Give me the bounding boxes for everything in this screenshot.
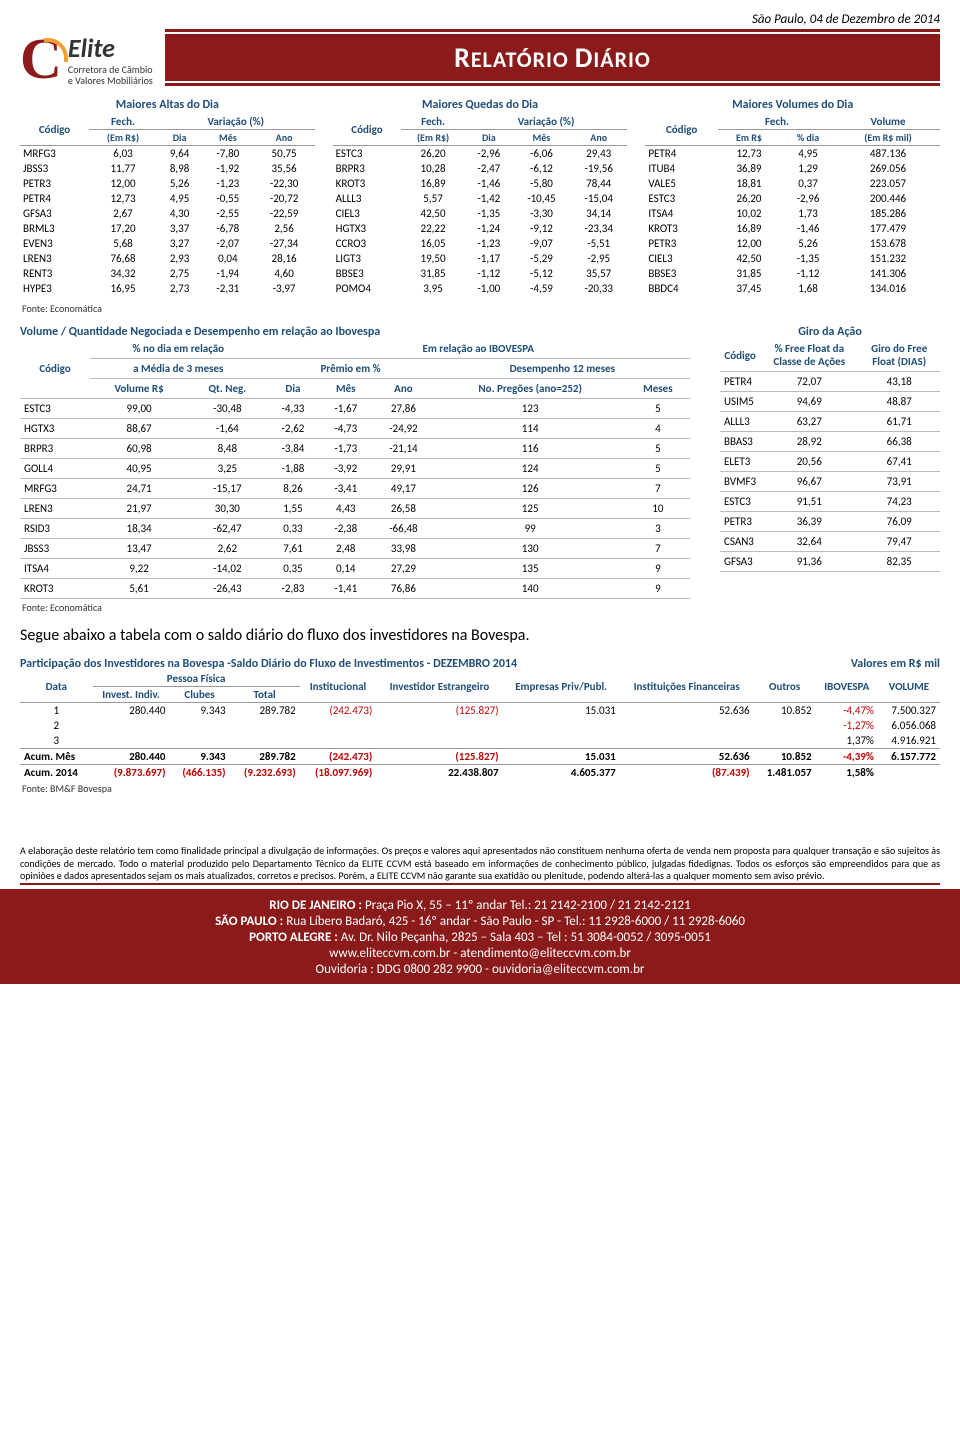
table-row: JBSS311,778,98-1,9235,56 <box>20 161 315 176</box>
table-row: BBDC437,451,68134.016 <box>645 281 940 296</box>
source-bmf: Fonte: BM&F Bovespa <box>22 782 940 795</box>
footer: RIO DE JANEIRO : Praça Pio X, 55 – 11º a… <box>0 889 960 984</box>
table-row: HGTX388,67-1,64-2,62-4,73-24,921144 <box>20 419 690 439</box>
table-row: EVEN35,683,27-2,07-27,34 <box>20 236 315 251</box>
table-row: BRPR360,988,48-3,84-1,73-21,141165 <box>20 439 690 459</box>
table-row: JBSS313,472,627,612,4833,981307 <box>20 539 690 559</box>
report-title: RELATÓRIO DIÁRIO <box>165 34 940 81</box>
quedas-table: CódigoFech.Variação (%) (Em R$)DiaMêsAno… <box>333 114 628 296</box>
logo-sub2: e Valores Mobiliários <box>68 75 153 86</box>
table-row: ESTC326,20-2,96200.446 <box>645 191 940 206</box>
table-row: MRFG324,71-15,178,26-3,4149,171267 <box>20 479 690 499</box>
table-row: CCRO316,05-1,23-9,07-5,51 <box>333 236 628 251</box>
table-row: KROT35,61-26,43-2,83-1,4176,861409 <box>20 579 690 599</box>
table-row: BBSE331,85-1,12-5,1235,57 <box>333 266 628 281</box>
altas-title: Maiores Altas do Dia <box>20 98 315 112</box>
table-row: PETR336,3976,09 <box>720 512 940 532</box>
logo: C Elite Corretora de Câmbio e Valores Mo… <box>20 30 153 88</box>
table-row: GFSA391,3682,35 <box>720 552 940 572</box>
table-row: CSAN332,6479,47 <box>720 532 940 552</box>
table-row: 1280.4409.343289.782(242.473)(125.827)15… <box>20 703 940 719</box>
table-row: LREN321,9730,301,554,4326,5812510 <box>20 499 690 519</box>
table-row: LREN376,682,930,0428,16 <box>20 251 315 266</box>
table-row: ESTC391,5174,23 <box>720 492 940 512</box>
table-row: BRPR310,28-2,47-6,12-19,56 <box>333 161 628 176</box>
table-row: PETR312,005,26-1,23-22,30 <box>20 176 315 191</box>
vq-title: Volume / Quantidade Negociada e Desempen… <box>20 325 690 339</box>
table-row: ELET320,5667,41 <box>720 452 940 472</box>
table-row: VALE518,810,37223.057 <box>645 176 940 191</box>
table-row: PETR412,734,95487.136 <box>645 146 940 162</box>
table-row: POMO43,95-1,00-4,59-20,33 <box>333 281 628 296</box>
footer-rio: RIO DE JANEIRO : Praça Pio X, 55 – 11º a… <box>8 898 952 913</box>
table-row: BRML317,203,37-6,782,56 <box>20 221 315 236</box>
table-row: GOLL440,953,25-1,88-3,9229,911245 <box>20 459 690 479</box>
table-row-acum: Acum. 2014(9.873.697)(466.135)(9.232.693… <box>20 765 940 781</box>
part-title: Participação dos Investidores na Bovespa… <box>20 657 517 671</box>
table-row: 2-1,27%6.056.068 <box>20 718 940 733</box>
table-row: MRFG36,039,64-7,8050,75 <box>20 146 315 162</box>
source-2: Fonte: Economática <box>22 601 940 614</box>
table-row: PETR312,005,26153.678 <box>645 236 940 251</box>
quedas-title: Maiores Quedas do Dia <box>333 98 628 112</box>
table-row: KROT316,89-1,46177.479 <box>645 221 940 236</box>
disclaimer: A elaboração deste relatório tem como fi… <box>20 845 940 883</box>
table-row: CIEL342,50-1,35-3,3034,14 <box>333 206 628 221</box>
table-row: USIM594,6948,87 <box>720 392 940 412</box>
table-row: RSID318,34-62,470,33-2,38-66,48993 <box>20 519 690 539</box>
table-row: 31,37%4.916.921 <box>20 733 940 749</box>
table-row: LIGT319,50-1,17-5,29-2,95 <box>333 251 628 266</box>
footer-sp: SÃO PAULO : Rua Líbero Badaró, 425 - 16º… <box>8 914 952 929</box>
table-row: ITSA49,22-14,020,350,1427,291359 <box>20 559 690 579</box>
intro-text: Segue abaixo a tabela com o saldo diário… <box>20 626 940 645</box>
header-date: São Paulo, 04 de Dezembro de 2014 <box>20 8 940 29</box>
table-row: KROT316,89-1,46-5,8078,44 <box>333 176 628 191</box>
table-row: RENT334,322,75-1,944,60 <box>20 266 315 281</box>
table-row: ESTC326,20-2,96-6,0629,43 <box>333 146 628 162</box>
source-1: Fonte: Economática <box>22 302 940 315</box>
logo-icon: C <box>20 30 62 88</box>
footer-web: www.eliteccvm.com.br - atendimento@elite… <box>8 946 952 961</box>
altas-table: CódigoFech.Variação (%) (Em R$)DiaMêsAno… <box>20 114 315 296</box>
table-row: HYPE316,952,73-2,31-3,97 <box>20 281 315 296</box>
giro-title: Giro da Ação <box>720 325 940 339</box>
table-row: PETR412,734,95-0,55-20,72 <box>20 191 315 206</box>
table-row: ITUB436,891,29269.056 <box>645 161 940 176</box>
logo-sub1: Corretora de Câmbio <box>68 64 153 75</box>
table-row: ALLL363,2761,71 <box>720 412 940 432</box>
table-row: GFSA32,674,30-2,55-22,59 <box>20 206 315 221</box>
table-row-acum: Acum. Mês280.4409.343289.782(242.473)(12… <box>20 749 940 765</box>
vq-table: Código % no dia em relação Em relação ao… <box>20 339 690 599</box>
header-row: C Elite Corretora de Câmbio e Valores Mo… <box>20 29 940 88</box>
volumes-table: CódigoFech.Volume Em R$% dia(Em R$ mil) … <box>645 114 940 296</box>
giro-table: Código% Free Float da Classe de AçõesGir… <box>720 339 940 572</box>
table-row: HGTX322,22-1,24-9,12-23,34 <box>333 221 628 236</box>
table-row: BBAS328,9266,38 <box>720 432 940 452</box>
table-row: ESTC399,00-30,48-4,33-1,6727,861235 <box>20 399 690 419</box>
volumes-title: Maiores Volumes do Dia <box>645 98 940 112</box>
table-row: BBSE331,85-1,12141.306 <box>645 266 940 281</box>
table-row: PETR472,0743,18 <box>720 372 940 392</box>
valores-label: Valores em R$ mil <box>851 657 940 671</box>
logo-name: Elite <box>68 32 153 64</box>
fluxo-table: Data Pessoa Física Institucional Investi… <box>20 671 940 780</box>
table-row: ITSA410,021,73185.286 <box>645 206 940 221</box>
footer-poa: PORTO ALEGRE : Av. Dr. Nilo Peçanha, 282… <box>8 930 952 945</box>
table-row: CIEL342,50-1,35151.232 <box>645 251 940 266</box>
table-row: BVMF396,6773,91 <box>720 472 940 492</box>
footer-ouv: Ouvidoria : DDG 0800 282 9900 - ouvidori… <box>8 962 952 977</box>
table-row: ALLL35,57-1,42-10,45-15,04 <box>333 191 628 206</box>
